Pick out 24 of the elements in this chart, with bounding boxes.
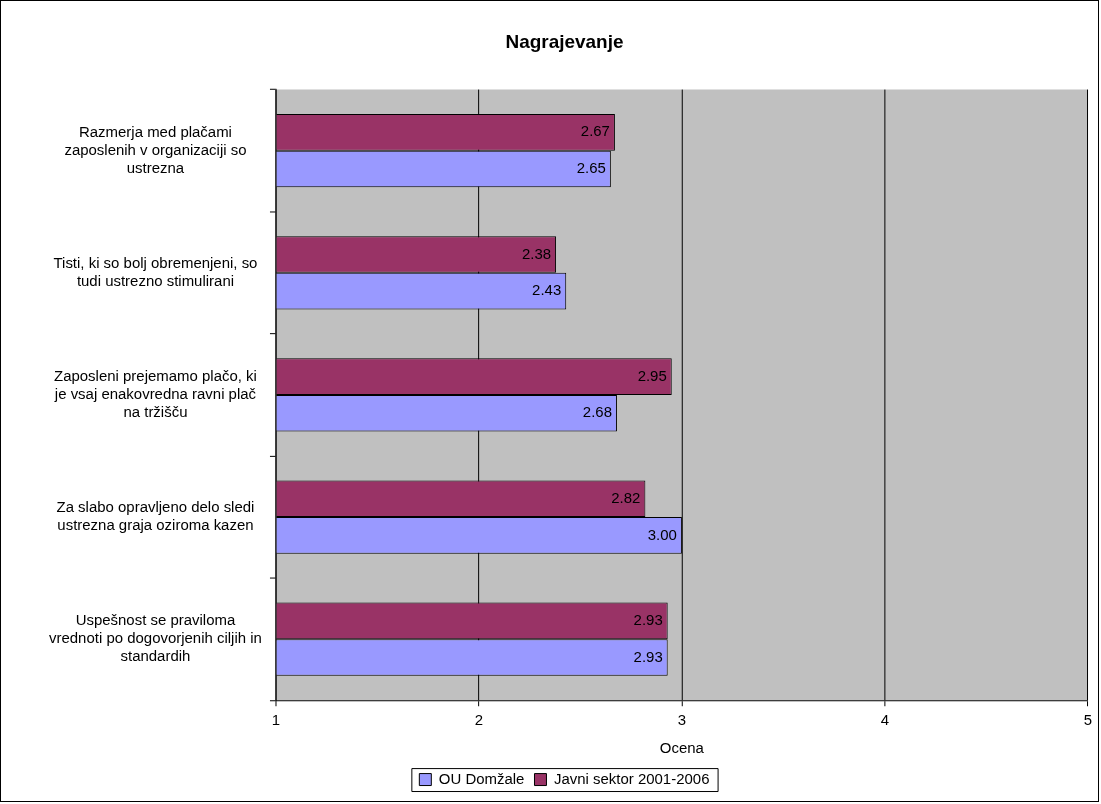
x-tick-label: 3 [677, 711, 687, 729]
data-label: 3.00 [647, 525, 677, 543]
y-tick-label: Tisti, ki so bolj obremenjeni, so tudi ustrezno stimulirani [53, 253, 258, 289]
data-label: 2.82 [611, 488, 641, 506]
y-tick-label: Razmerja med plačami zaposlenih v organizaciji so ustrezna [64, 122, 247, 176]
legend-label: Javni sektor 2001-2006 [553, 769, 710, 787]
x-tick-label: 5 [1083, 711, 1093, 729]
legend-label: OU Domžale [438, 769, 525, 787]
data-label: 2.38 [521, 244, 552, 262]
data-label: 2.93 [633, 647, 663, 665]
chart-title: Nagrajevanje [505, 30, 624, 52]
x-axis-title: Ocena [659, 739, 705, 757]
y-tick-label: Za slabo opravljeno delo sledi ustrezna graja oziroma kazen [56, 498, 255, 534]
data-label: 2.68 [582, 403, 612, 421]
x-tick-label: 4 [880, 711, 890, 729]
data-label: 2.95 [637, 366, 667, 384]
x-tick-label: 2 [474, 711, 484, 729]
y-tick-label: Uspešnost se praviloma vrednoti po dogovorjenih ciljih in standardih [49, 611, 262, 665]
data-label: 2.43 [532, 281, 562, 299]
x-tick-label: 1 [271, 711, 281, 729]
data-label: 2.93 [633, 611, 663, 628]
y-tick-label: Zaposleni prejemamo plačo, ki je vsaj enakovredna ravni plač na tržišču [53, 367, 257, 420]
data-label: 2.65 [576, 159, 606, 177]
data-label: 2.67 [580, 122, 610, 140]
